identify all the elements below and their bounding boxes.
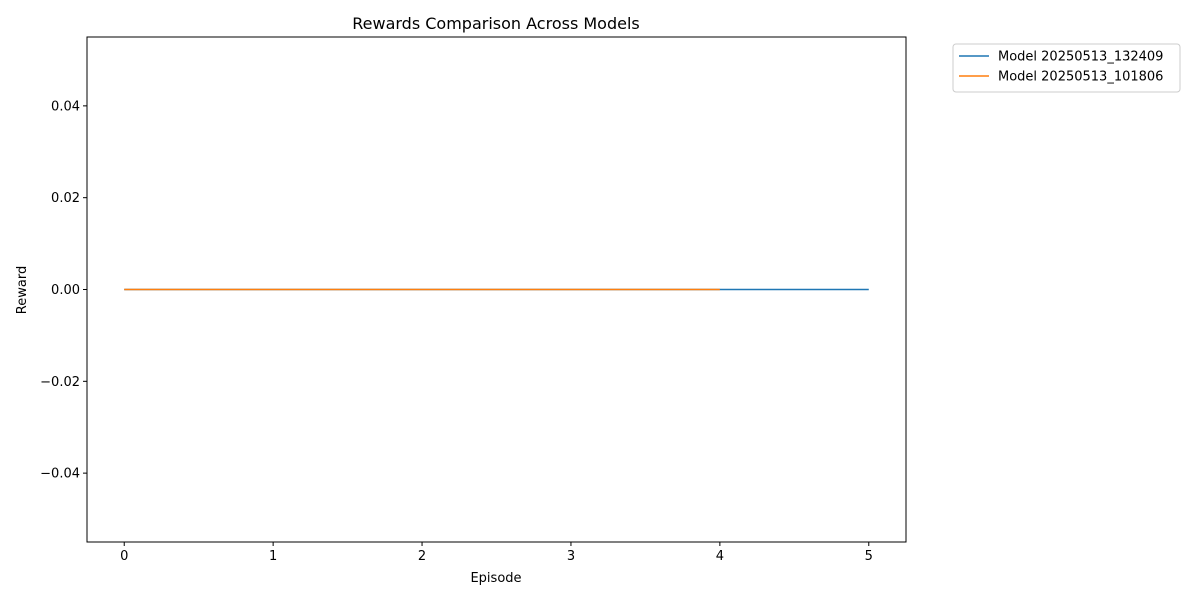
x-axis-label: Episode [470, 571, 521, 586]
y-axis-label: Reward [15, 266, 30, 314]
y-tick-label: 0.02 [51, 191, 80, 206]
x-tick-label: 5 [865, 549, 873, 564]
legend: Model 20250513_132409 Model 20250513_1018… [952, 43, 1181, 93]
x-tick-label: 4 [716, 549, 724, 564]
x-tick-label: 3 [567, 549, 575, 564]
y-tick-label: −0.04 [40, 467, 80, 482]
y-axis-ticks: −0.04 −0.02 0.00 0.02 0.04 [40, 99, 87, 482]
x-tick-label: 0 [120, 549, 128, 564]
legend-box [952, 43, 1181, 93]
x-tick-label: 2 [418, 549, 426, 564]
legend-entry-2: Model 20250513_101806 [998, 70, 1163, 85]
legend-entry-1: Model 20250513_132409 [998, 50, 1163, 65]
x-tick-label: 1 [269, 549, 277, 564]
y-tick-label: −0.02 [40, 375, 80, 390]
y-tick-label: 0.00 [51, 283, 80, 298]
chart-title: Rewards Comparison Across Models [352, 14, 640, 33]
x-axis-ticks: 0 1 2 3 4 5 [120, 542, 873, 564]
y-tick-label: 0.04 [51, 99, 80, 114]
